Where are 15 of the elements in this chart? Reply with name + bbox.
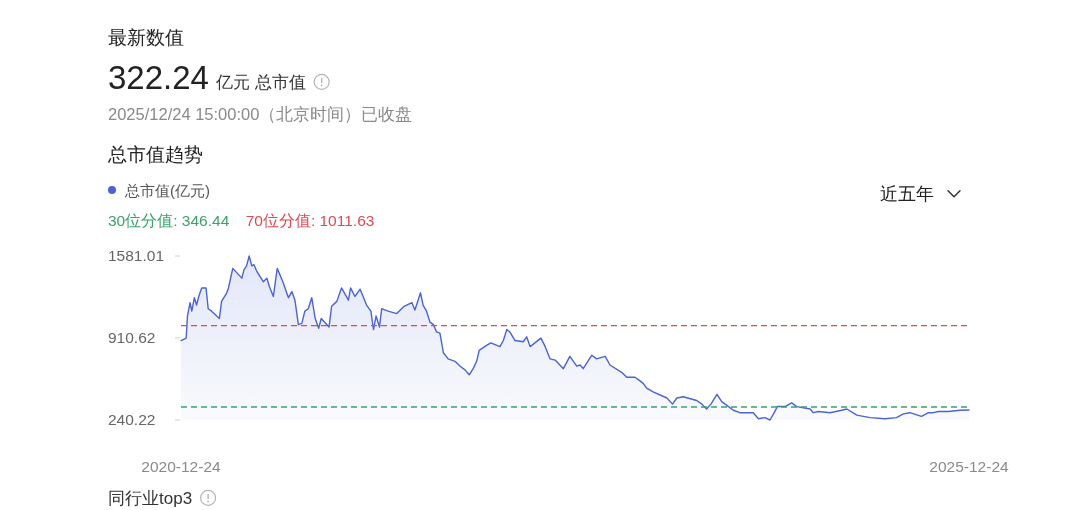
text: 最新数值	[108, 27, 184, 48]
y-tick-label: 910.62	[108, 329, 156, 347]
chart-title: 总市值趋势	[107, 144, 203, 165]
text: 亿元 总市值	[214, 73, 306, 92]
text: 2025/12/24 15:00:00（北京时间）已收盘	[108, 105, 413, 123]
x-tick-label: 2025-12-24	[929, 458, 1010, 475]
text: 同行业top3	[108, 489, 193, 508]
text: 322.24	[108, 59, 209, 96]
ref-line-label: 30位分值: 346.44	[108, 212, 230, 229]
y-tick-label: 240.22	[108, 411, 156, 429]
x-tick-label: 2020-12-24	[141, 458, 222, 475]
text: 近五年	[880, 184, 934, 204]
ref-line-label: 70位分值: 1011.63	[245, 212, 375, 229]
legend-label: 总市值(亿元)	[124, 181, 210, 199]
y-tick-label: 1581.01	[108, 247, 165, 265]
